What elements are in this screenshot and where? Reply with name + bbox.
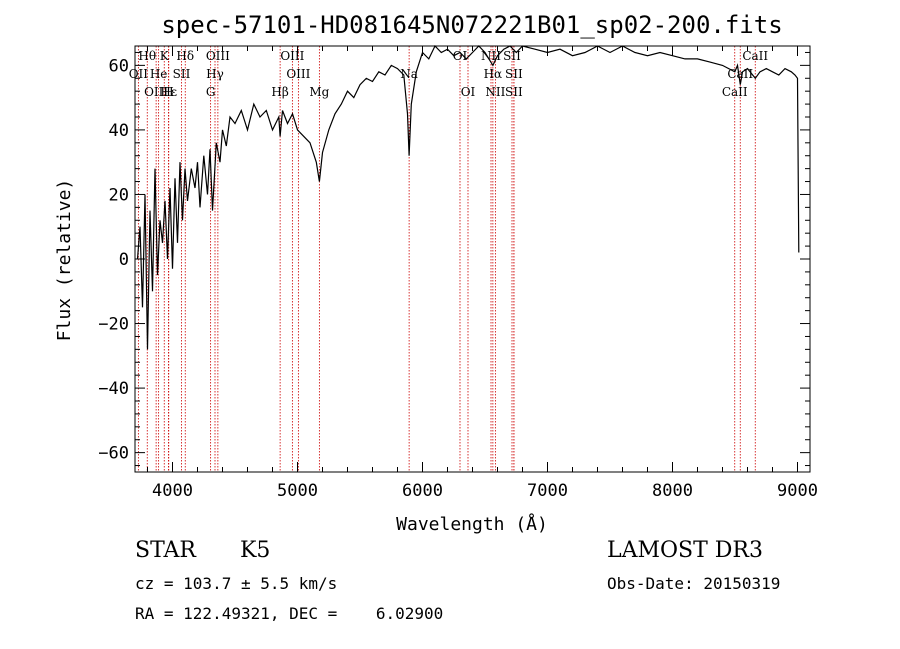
x-tick-label: 6000 [402,481,443,501]
line-label-he: He [150,67,168,81]
line-label-na: Na [400,67,418,81]
y-tick-label: 40 [109,121,129,141]
x-tick-label: 5000 [277,481,318,501]
y-tick-label: 60 [109,56,129,76]
line-label-sii: SII [505,67,523,81]
flux-series-line [136,44,800,350]
line-label-oii: OII [129,67,149,81]
x-tick-label: 8000 [652,481,693,501]
survey-name: LAMOST DR3 [607,538,763,563]
line-label-oiii: OIII [286,67,310,81]
object-subclass: K5 [240,538,271,563]
y-tick-label: −20 [98,315,129,335]
line-label-caii: CaII [742,49,768,63]
line-label-mg: Mg [309,85,329,99]
emission-line-markers [137,46,756,472]
line-label-g: G [206,85,216,99]
line-label-nii: NII [485,85,505,99]
y-tick-label: −60 [98,444,129,464]
line-label-hε: Hε [160,85,177,99]
y-tick-label: −40 [98,379,129,399]
x-tick-label: 4000 [152,481,193,501]
line-label-oiii: OIII [144,85,168,99]
line-label-hδ: Hδ [176,49,194,63]
y-tick-label: 20 [109,185,129,205]
line-label-h: H [163,85,173,99]
line-label-oiii: OIII [206,49,230,63]
chart-title: spec-57101-HD081645N072221B01_sp02-200.f… [161,11,782,39]
line-label-hβ: Hβ [271,85,288,99]
line-label-sii: SII [505,85,523,99]
x-tick-label: 9000 [777,481,818,501]
line-label-oi: OI [453,49,468,63]
line-label-caii: CaII [727,67,753,81]
y-tick-label: 0 [119,250,129,270]
y-axis-ticks: −60 −40 −20 0 20 40 60 [98,51,810,467]
line-label-hθ: Hθ [138,49,156,63]
line-label-oiii: OIII [280,49,304,63]
y-axis-label: Flux (relative) [54,179,75,342]
line-label-hα: Hα [484,67,503,81]
redshift-velocity: cz = 103.7 ± 5.5 km/s [135,574,338,593]
object-class: STAR [135,538,196,563]
line-label-hγ: Hγ [206,67,224,81]
x-axis-ticks: 4000 5000 6000 7000 8000 9000 [147,46,818,501]
x-tick-label: 7000 [527,481,568,501]
spectrum-chart: spec-57101-HD081645N072221B01_sp02-200.f… [54,11,818,535]
observation-date: Obs-Date: 20150319 [607,574,781,593]
coordinates: RA = 122.49321, DEC = 6.02900 [135,604,444,623]
line-label-k: K [160,49,170,63]
line-label-oi: OI [461,85,476,99]
line-label-caii: CaII [722,85,748,99]
line-label-sii: SII [173,67,191,81]
plot-frame [134,45,811,473]
x-axis-label: Wavelength (Å) [396,513,548,535]
